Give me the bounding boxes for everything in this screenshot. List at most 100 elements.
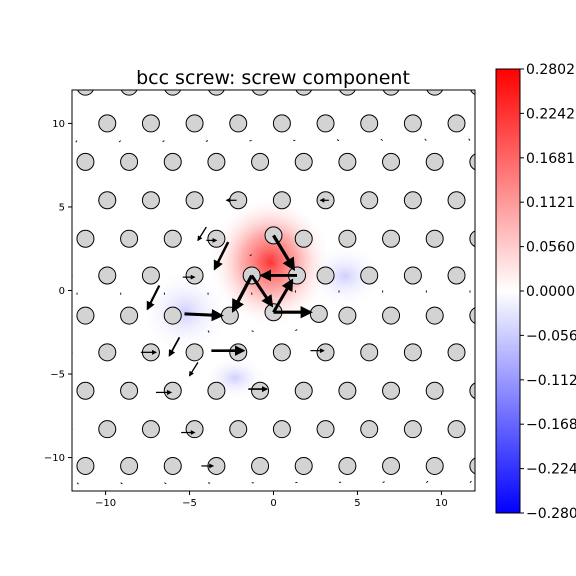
atom-marker [208, 90, 225, 96]
colorbar-tick-label: 0.0560 [526, 240, 575, 256]
y-axis: −10 −5 0 5 10 [44, 119, 72, 464]
atom-marker [185, 266, 204, 285]
colorbar-tick-label: 0.2242 [526, 106, 575, 122]
atom-marker [316, 114, 335, 133]
atom-marker [316, 420, 335, 439]
displacement-arrow [146, 284, 161, 311]
displacement-arrow-weak [338, 481, 342, 484]
y-tick-label: −5 [50, 370, 65, 381]
displacement-arrow-weak [205, 140, 209, 142]
atom-marker [120, 90, 138, 96]
colorbar-tick-label: −0.224 [526, 462, 576, 478]
atom-marker [447, 266, 466, 285]
atom-marker [207, 152, 226, 171]
atom-marker [316, 266, 335, 285]
chart-title: bcc screw: screw component [136, 67, 410, 89]
atom-marker [120, 381, 139, 400]
y-tick-label: −10 [44, 453, 65, 464]
atom-marker [360, 114, 379, 133]
atom-marker [272, 114, 291, 133]
displacement-arrow-weak [207, 330, 210, 333]
atom-marker [164, 90, 182, 96]
atom-marker [425, 456, 444, 475]
atom-marker [382, 229, 401, 248]
atom-marker [98, 114, 117, 133]
colorbar-tick-label: 0.1121 [526, 195, 575, 211]
atom-marker [120, 152, 139, 171]
negative-region-left [140, 270, 230, 354]
atom-marker [72, 272, 73, 279]
atom-marker [185, 191, 204, 210]
atom-marker [207, 229, 226, 248]
atom-marker [77, 90, 94, 96]
atom-marker [185, 420, 204, 439]
atom-marker [163, 306, 182, 325]
atom-marker [98, 191, 117, 210]
atom-marker [163, 152, 182, 171]
atom-marker [141, 266, 160, 285]
plot-area: −10 −5 0 5 10 −10 −5 0 5 10 [44, 89, 476, 509]
x-tick-label: 10 [435, 498, 448, 509]
displacement-arrow [197, 226, 207, 242]
atom-marker [360, 191, 379, 210]
atom-marker [220, 306, 239, 325]
colorbar-tick-label: −0.112 [526, 373, 576, 389]
atom-marker [403, 343, 422, 362]
atom-marker [98, 343, 117, 362]
atom-marker [294, 152, 313, 171]
atom-marker [76, 456, 95, 475]
displacement-arrow-weak [336, 139, 340, 141]
atom-marker [425, 306, 444, 325]
atom-marker [360, 343, 379, 362]
displacement-arrow-weak [382, 481, 385, 484]
atom-marker [382, 306, 401, 325]
atom-marker [360, 266, 379, 285]
atom-marker [229, 114, 248, 133]
atom-marker [163, 381, 182, 400]
displacement-arrow-weak [162, 140, 165, 143]
atom-marker [338, 456, 357, 475]
colorbar-tick-label: −0.168 [526, 417, 576, 433]
atom-marker [447, 343, 466, 362]
atom-marker [403, 191, 422, 210]
x-tick-label: −10 [95, 498, 116, 509]
displacement-arrow-weak [251, 330, 254, 333]
atom-marker [469, 153, 475, 171]
atom-marker [426, 90, 444, 96]
atom-marker [425, 229, 444, 248]
colorbar-tick-label: 0.2802 [526, 62, 575, 78]
colorbar-tick-label: 0.1681 [526, 151, 575, 167]
atom-marker [469, 457, 475, 475]
x-tick-label: 5 [354, 498, 360, 509]
x-tick-label: 0 [270, 498, 276, 509]
atom-marker [207, 381, 226, 400]
atom-marker [141, 114, 160, 133]
colorbar-ticks: 0.2802 0.2242 0.1681 0.1121 0.0560 0.0000 −0.0… [520, 62, 576, 522]
displacement-arrow [272, 234, 296, 272]
atom-marker [447, 114, 466, 133]
displacement-arrow [188, 361, 199, 377]
atom-marker [120, 306, 139, 325]
atom-marker [229, 420, 248, 439]
positive-region [208, 196, 332, 328]
atom-marker [469, 382, 475, 400]
atom-marker [163, 229, 182, 248]
atom-marker [272, 420, 291, 439]
colorbar-tick-label: −0.056 [526, 328, 576, 344]
atom-marker [382, 152, 401, 171]
atom-marker [339, 90, 356, 96]
atom-marker [76, 229, 95, 248]
atom-marker [185, 343, 204, 362]
atom-marker [76, 381, 95, 400]
displacement-arrow-weak [468, 138, 471, 141]
atom-marker [382, 456, 401, 475]
colorbar-tick-label: −0.280 [526, 506, 576, 522]
atom-marker [425, 381, 444, 400]
atom-marker [229, 343, 248, 362]
x-tick-label: −5 [182, 498, 197, 509]
displacement-arrow-weak [469, 480, 472, 483]
atom-marker [425, 152, 444, 171]
atom-marker [98, 420, 117, 439]
displacement-arrow-weak [75, 140, 78, 143]
